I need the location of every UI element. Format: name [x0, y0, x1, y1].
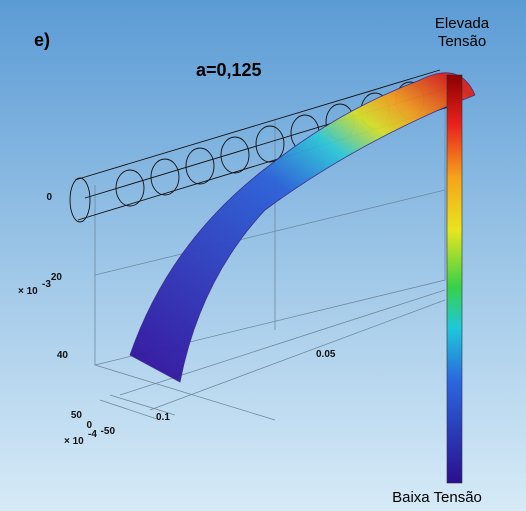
- panel-label: e): [34, 30, 50, 50]
- axis-multiplier-exponent: -4: [88, 429, 97, 440]
- colorbar-top-label: Tensão: [438, 33, 486, 50]
- colorbar-bottom-label: Baixa Tensão: [392, 489, 482, 506]
- tick-label: 20: [51, 272, 63, 283]
- tick-label: 50: [71, 410, 83, 421]
- title: a=0,125: [196, 60, 262, 80]
- tick-label: -50: [101, 426, 116, 437]
- tick-label: 0: [46, 192, 52, 203]
- tick-label: 0.05: [316, 349, 336, 360]
- axis-multiplier: × 10: [64, 436, 84, 447]
- colorbar-top-label: Elevada: [435, 15, 490, 32]
- tick-label: 40: [57, 350, 69, 361]
- figure: e) a=0,125 Elevada Tensão Baixa Tensão 0…: [0, 0, 526, 511]
- tick-label: 0.1: [156, 412, 170, 423]
- colorbar: [447, 75, 462, 483]
- axis-multiplier: × 10: [18, 286, 38, 297]
- axis-multiplier-exponent: -3: [42, 279, 51, 290]
